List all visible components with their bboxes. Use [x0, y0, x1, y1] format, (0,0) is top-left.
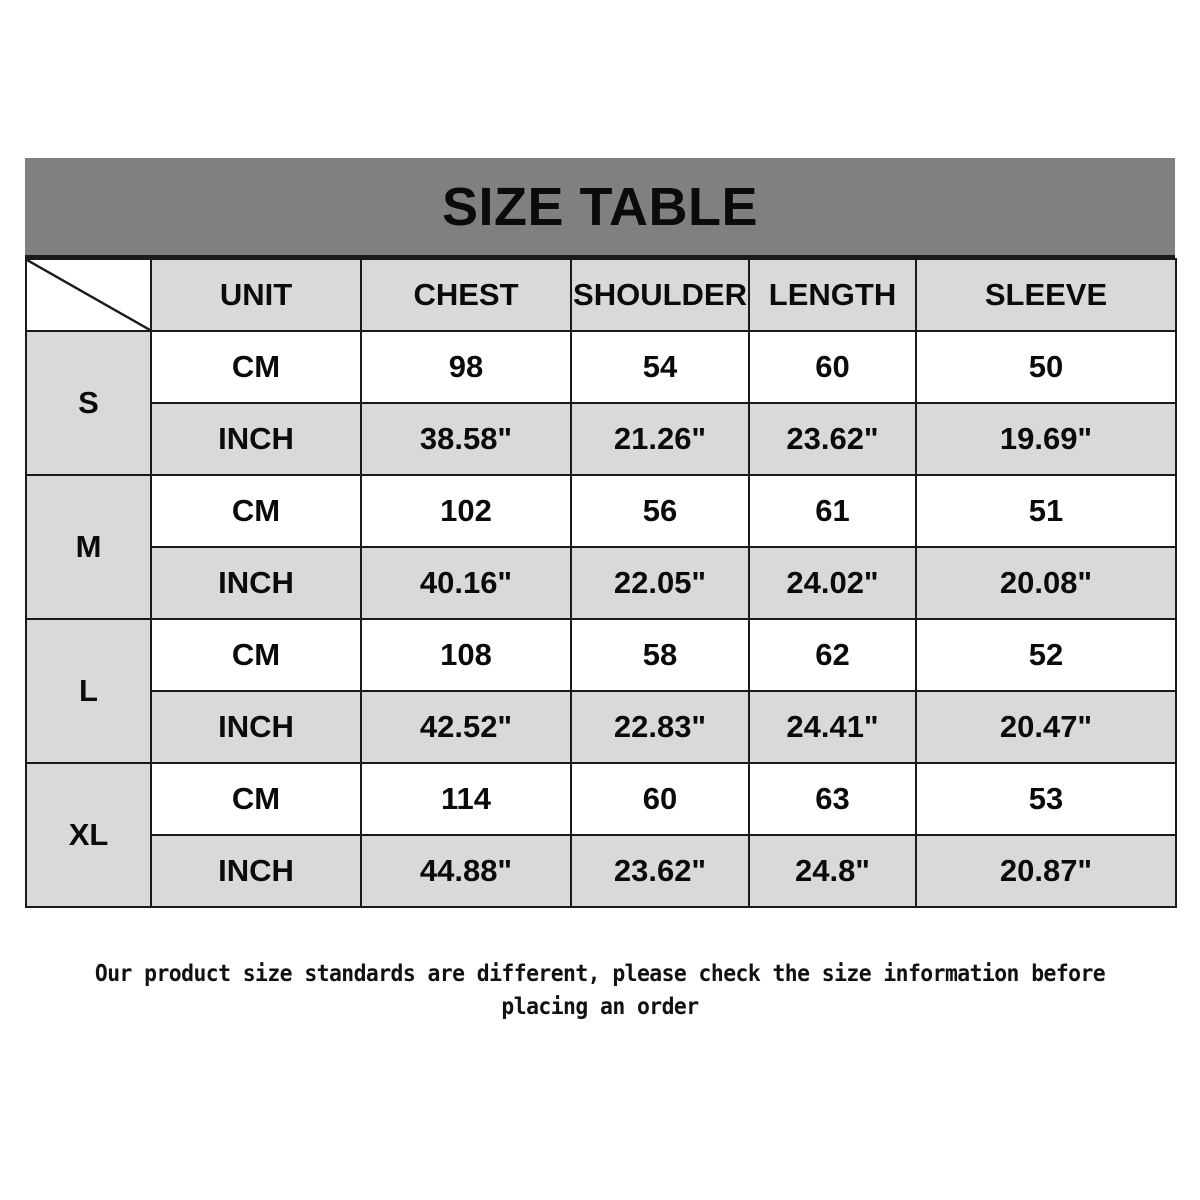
- cell-l-cm-sleeve: 52: [915, 618, 1177, 692]
- column-header-sleeve: SLEEVE: [915, 258, 1177, 332]
- cell-m-cm-length: 61: [748, 474, 917, 548]
- cell-s-cm-sleeve: 50: [915, 330, 1177, 404]
- footer-disclaimer: Our product size standards are different…: [65, 958, 1135, 1025]
- footer-line-2: placing an order: [501, 994, 699, 1021]
- cell-m-inch-length: 24.02": [748, 546, 917, 620]
- column-header-shoulder: SHOULDER: [570, 258, 750, 332]
- cell-xl-inch-chest: 44.88": [360, 834, 572, 908]
- cell-s-inch-chest: 38.58": [360, 402, 572, 476]
- cell-m-cm-sleeve: 51: [915, 474, 1177, 548]
- column-header-unit: UNIT: [150, 258, 362, 332]
- cell-s-inch-shoulder: 21.26": [570, 402, 750, 476]
- cell-s-cm-length: 60: [748, 330, 917, 404]
- cell-l-inch-length: 24.41": [748, 690, 917, 764]
- unit-label-cm: CM: [150, 618, 362, 692]
- size-label-s: S: [25, 330, 152, 476]
- table-row: INCH 40.16" 22.05" 24.02" 20.08": [26, 546, 1177, 620]
- cell-l-cm-length: 62: [748, 618, 917, 692]
- unit-label-cm: CM: [150, 330, 362, 404]
- table-row: INCH 42.52" 22.83" 24.41" 20.47": [26, 690, 1177, 764]
- size-label-xl: XL: [25, 762, 152, 908]
- unit-label-inch: INCH: [150, 546, 362, 620]
- cell-l-cm-shoulder: 58: [570, 618, 750, 692]
- cell-m-inch-shoulder: 22.05": [570, 546, 750, 620]
- cell-xl-inch-length: 24.8": [748, 834, 917, 908]
- size-label-l: L: [25, 618, 152, 764]
- size-chart: SIZE TABLE UNIT CHEST SHOULDER LENGTH SL…: [25, 158, 1177, 908]
- table-row: L CM 108 58 62 52: [25, 618, 1177, 764]
- cell-s-inch-length: 23.62": [748, 402, 917, 476]
- cell-s-inch-sleeve: 19.69": [915, 402, 1177, 476]
- unit-label-cm: CM: [150, 474, 362, 548]
- cell-l-inch-shoulder: 22.83": [570, 690, 750, 764]
- cell-xl-cm-sleeve: 53: [915, 762, 1177, 836]
- table-row: XL CM 114 60 63 53: [25, 762, 1177, 908]
- cell-m-cm-chest: 102: [360, 474, 572, 548]
- cell-l-cm-chest: 108: [360, 618, 572, 692]
- table-row: S CM 98 54 60 50: [25, 330, 1177, 476]
- cell-m-inch-sleeve: 20.08": [915, 546, 1177, 620]
- cell-l-inch-sleeve: 20.47": [915, 690, 1177, 764]
- cell-m-inch-chest: 40.16": [360, 546, 572, 620]
- size-label-m: M: [25, 474, 152, 620]
- column-header-chest: CHEST: [360, 258, 572, 332]
- page-title: SIZE TABLE: [441, 176, 758, 237]
- table-row: INCH 44.88" 23.62" 24.8" 20.87": [26, 834, 1177, 908]
- table-row: M CM 102 56 61 51: [25, 474, 1177, 620]
- corner-cell-diagonal: [25, 258, 152, 332]
- cell-xl-inch-shoulder: 23.62": [570, 834, 750, 908]
- cell-xl-cm-chest: 114: [360, 762, 572, 836]
- cell-l-inch-chest: 42.52": [360, 690, 572, 764]
- table-row: INCH 38.58" 21.26" 23.62" 19.69": [26, 402, 1177, 476]
- column-header-length: LENGTH: [748, 258, 917, 332]
- table-header-row: UNIT CHEST SHOULDER LENGTH SLEEVE: [25, 258, 1177, 332]
- footer-line-1: Our product size standards are different…: [94, 961, 1106, 987]
- cell-s-cm-chest: 98: [360, 330, 572, 404]
- unit-label-cm: CM: [150, 762, 362, 836]
- cell-s-cm-shoulder: 54: [570, 330, 750, 404]
- cell-m-cm-shoulder: 56: [570, 474, 750, 548]
- unit-label-inch: INCH: [150, 834, 362, 908]
- cell-xl-cm-shoulder: 60: [570, 762, 750, 836]
- diagonal-divider-icon: [27, 260, 150, 330]
- cell-xl-cm-length: 63: [748, 762, 917, 836]
- unit-label-inch: INCH: [150, 690, 362, 764]
- size-table: UNIT CHEST SHOULDER LENGTH SLEEVE S CM 9…: [25, 258, 1177, 908]
- cell-xl-inch-sleeve: 20.87": [915, 834, 1177, 908]
- unit-label-inch: INCH: [150, 402, 362, 476]
- size-table-title-band: SIZE TABLE: [25, 158, 1175, 258]
